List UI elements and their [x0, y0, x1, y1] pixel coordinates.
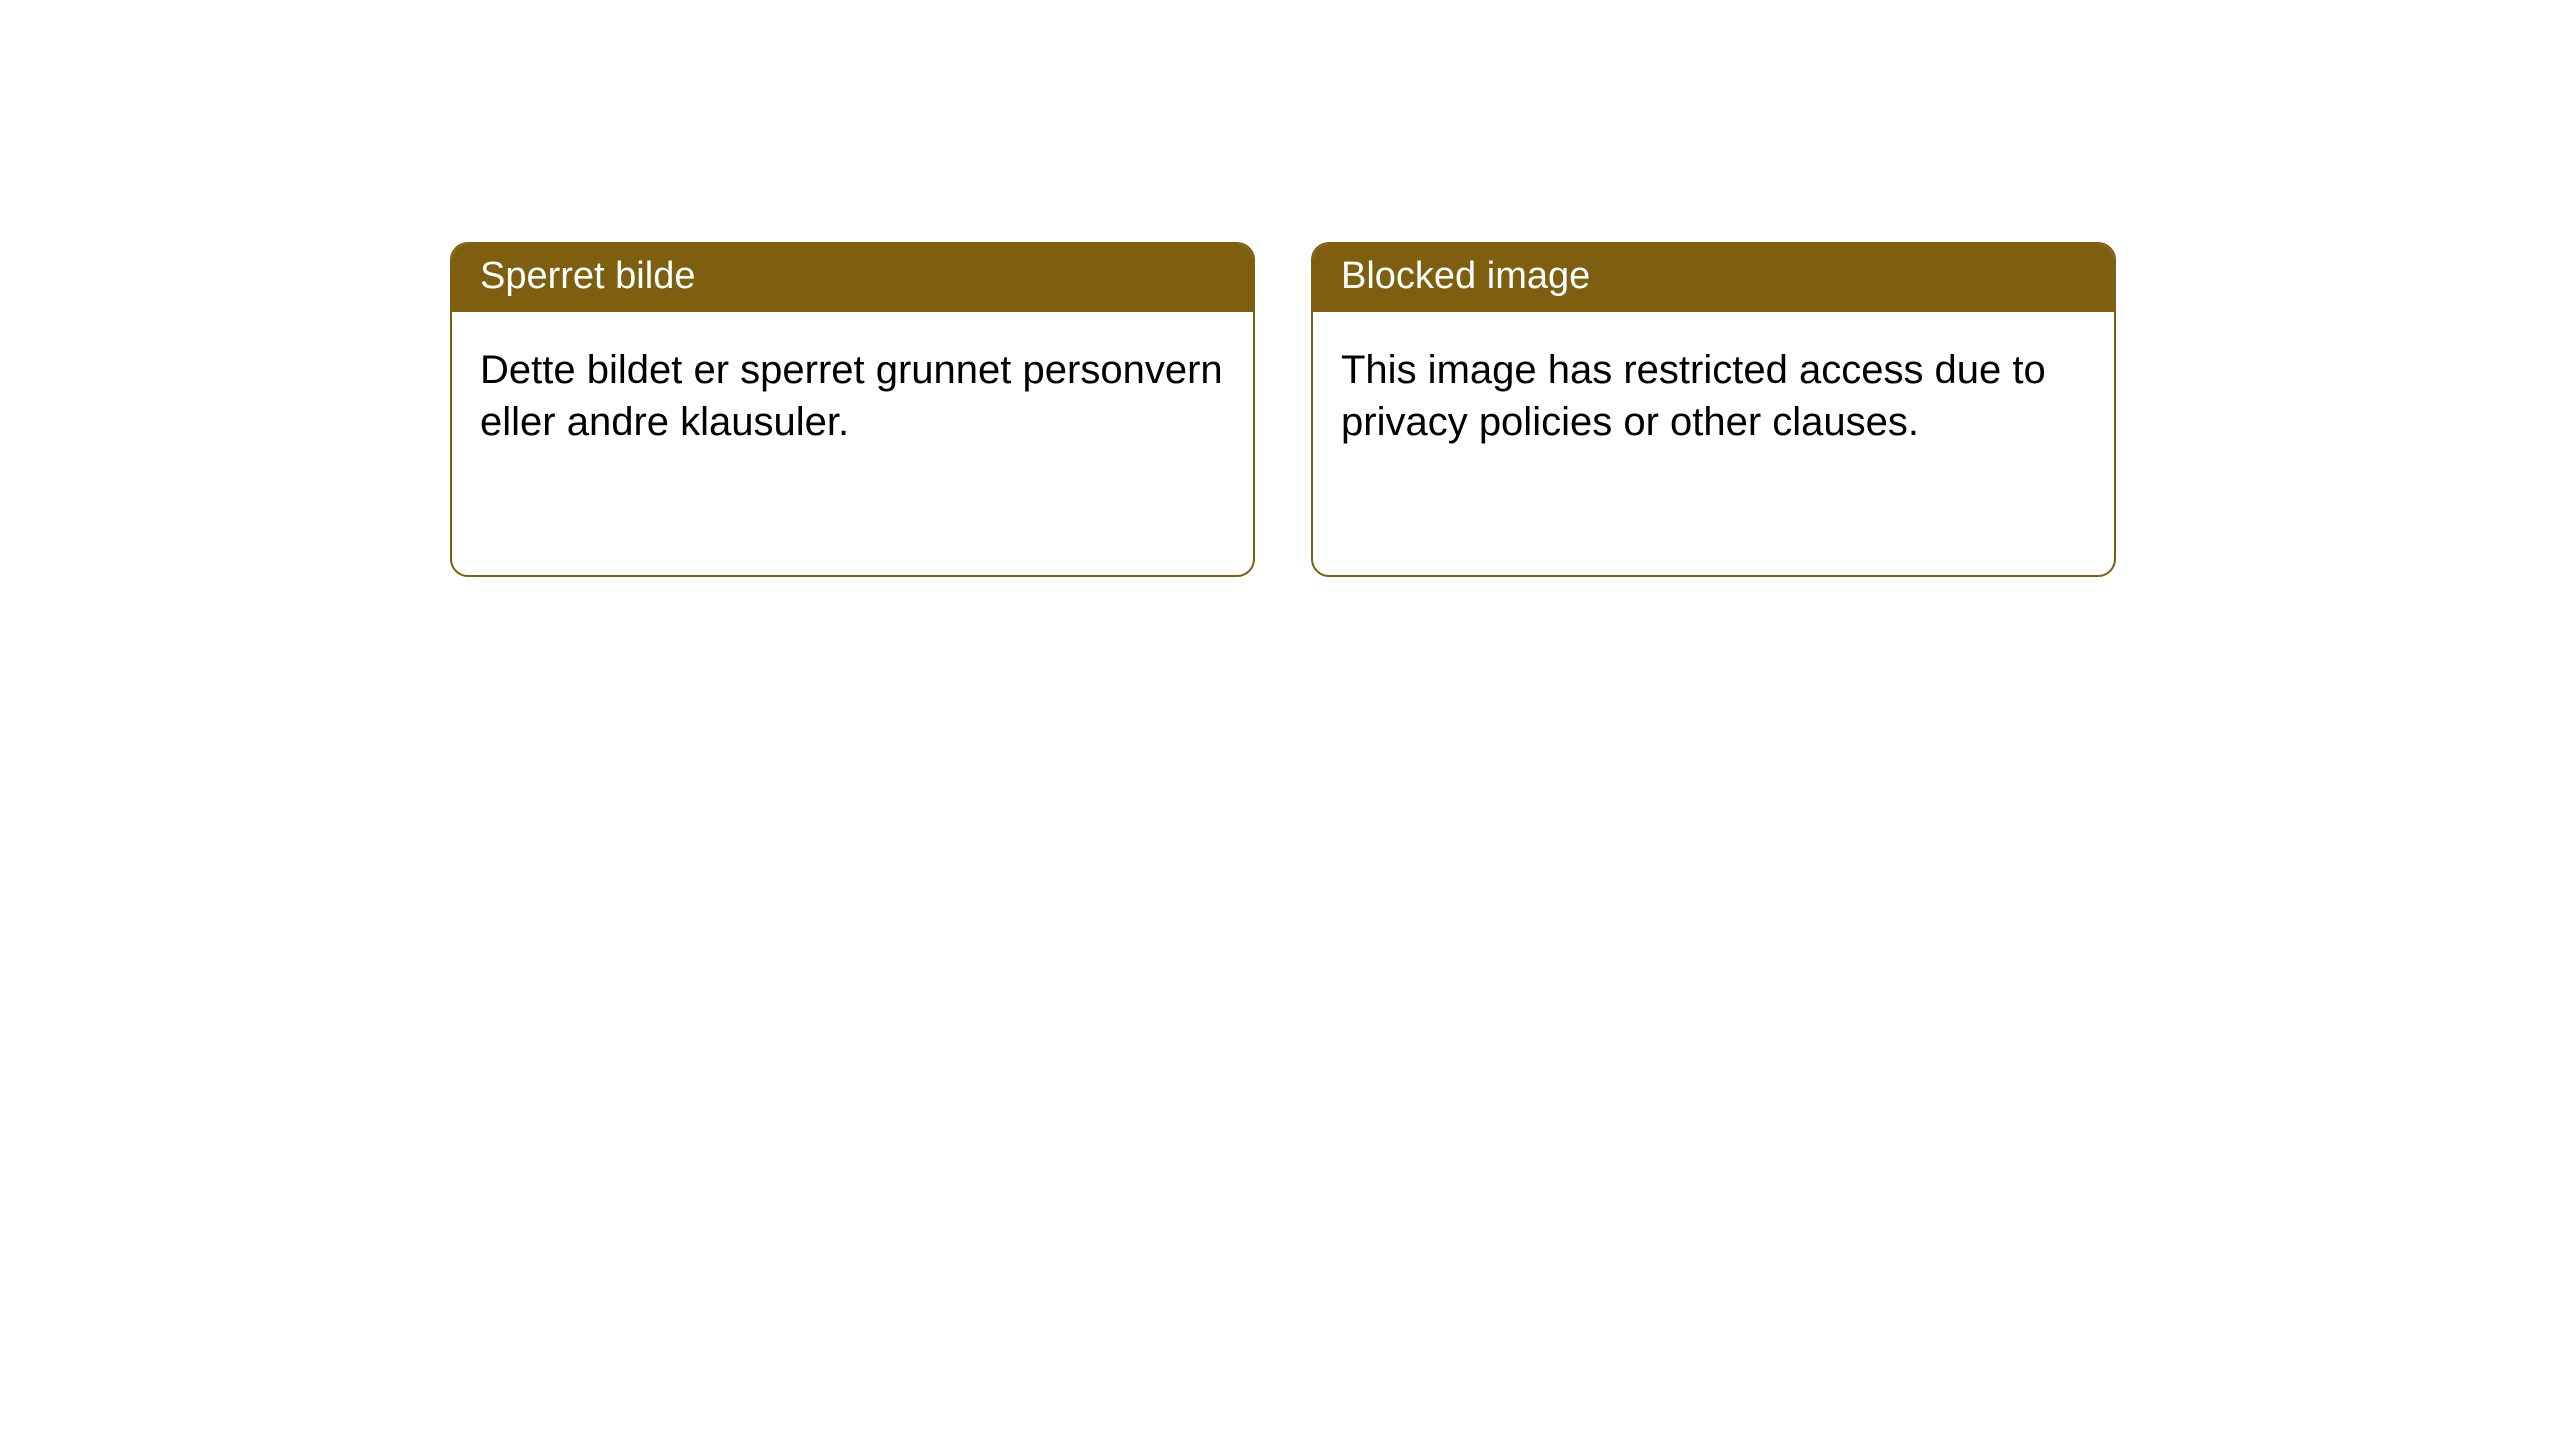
card-header: Sperret bilde — [452, 244, 1253, 312]
card-body: Dette bildet er sperret grunnet personve… — [452, 312, 1253, 480]
card-header: Blocked image — [1313, 244, 2114, 312]
card-body: This image has restricted access due to … — [1313, 312, 2114, 480]
notice-container: Sperret bilde Dette bildet er sperret gr… — [0, 0, 2560, 577]
notice-card-norwegian: Sperret bilde Dette bildet er sperret gr… — [450, 242, 1255, 577]
notice-card-english: Blocked image This image has restricted … — [1311, 242, 2116, 577]
